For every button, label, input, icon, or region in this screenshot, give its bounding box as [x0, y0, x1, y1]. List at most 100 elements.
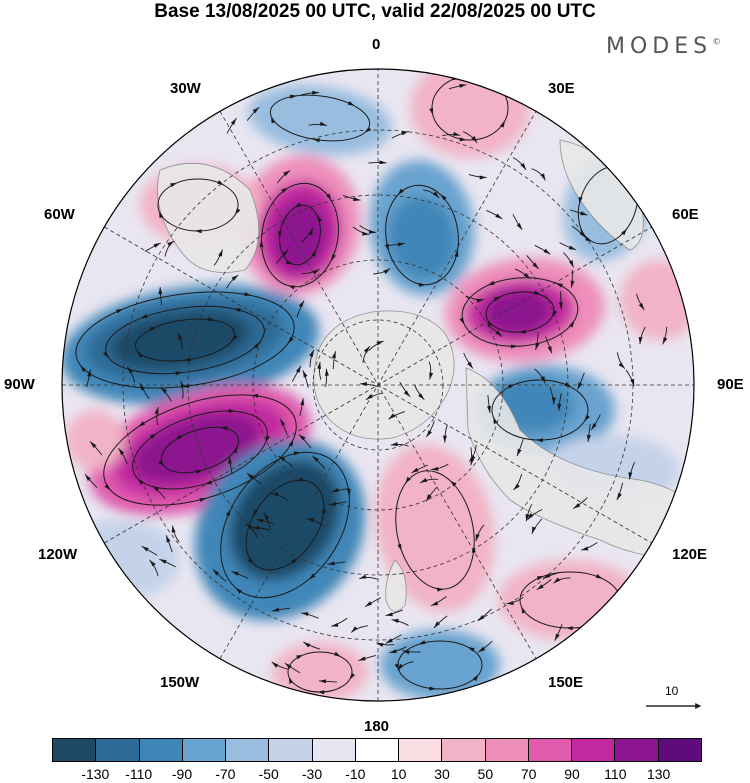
flow-arrow: [487, 319, 493, 327]
flow-arrow: [281, 249, 289, 257]
flow-arrow: [568, 260, 574, 268]
flow-arrow: [347, 100, 355, 107]
flow-arrow: [212, 569, 220, 576]
flow-arrow: [331, 622, 339, 627]
flow-arrow: [459, 83, 467, 88]
flow-arrow: [540, 173, 546, 181]
colorbar-swatch: [53, 739, 97, 761]
flow-arrow: [294, 202, 302, 208]
flow-arrow: [317, 690, 325, 695]
flow-arrow: [493, 296, 502, 302]
flow-arrow: [662, 337, 668, 345]
flow-arrow: [244, 292, 252, 297]
colorbar-swatch: [226, 739, 270, 761]
flow-arrow: [259, 240, 264, 248]
flow-arrow: [247, 558, 255, 565]
flow-arrow: [536, 584, 544, 590]
flow-arrow: [570, 280, 575, 288]
flow-arrow: [228, 456, 233, 464]
flow-arrow: [551, 309, 558, 318]
anomaly-patch: [272, 642, 368, 701]
flow-arrow: [252, 509, 258, 517]
flow-arrow: [429, 372, 434, 380]
flow-arrow: [402, 650, 410, 655]
colorbar-tick-label: 130: [646, 766, 671, 782]
flow-arrow: [471, 136, 478, 143]
flow-arrow: [287, 285, 296, 290]
flow-arrow: [253, 342, 260, 349]
flow-arrow: [379, 160, 387, 165]
colorbar-swatch: [269, 739, 313, 761]
flow-arrow: [281, 187, 289, 193]
flow-arrow: [495, 213, 503, 219]
flow-arrow: [453, 131, 461, 136]
colorbar-swatch: [572, 739, 616, 761]
colorbar-swatch: [485, 739, 529, 761]
flow-arrow: [487, 280, 495, 286]
lon-label-120e: 120E: [672, 546, 708, 563]
flow-arrow: [431, 466, 439, 471]
flow-arrow: [138, 421, 146, 427]
flow-arrow: [442, 435, 447, 443]
flow-arrow: [303, 642, 311, 648]
flow-arrow: [278, 456, 286, 462]
lon-label-90e: 90E: [717, 376, 744, 393]
flow-arrow: [394, 663, 400, 671]
flow-arrow: [251, 393, 259, 398]
flow-arrow: [118, 448, 125, 456]
streamline-loop: [461, 277, 579, 347]
colorbar-tick-label: -130: [81, 766, 110, 782]
anomaly-patch: [110, 310, 250, 370]
lon-label-120w: 120W: [38, 546, 78, 563]
flow-arrow: [557, 403, 562, 411]
flow-arrow: [295, 365, 301, 373]
flow-arrow: [322, 506, 327, 514]
flow-arrow: [536, 576, 545, 581]
flow-arrow: [388, 413, 396, 420]
flow-arrow: [159, 559, 167, 564]
flow-arrow: [397, 242, 405, 247]
flow-arrow: [628, 472, 633, 480]
flow-arrow: [403, 390, 411, 397]
flow-arrow: [432, 191, 440, 198]
flow-arrow: [298, 434, 306, 441]
flow-arrow: [149, 326, 158, 332]
lon-label-180: 180: [364, 718, 390, 735]
map-border: [61, 68, 695, 702]
flow-arrow: [431, 601, 439, 606]
flow-arrow: [141, 546, 149, 552]
flow-arrow: [553, 577, 561, 584]
flow-arrow: [564, 382, 572, 388]
flow-arrow: [359, 381, 367, 386]
flow-arrow: [351, 626, 358, 633]
flow-arrow: [208, 317, 216, 322]
streamline-loop: [245, 479, 325, 571]
flow-arrow: [520, 162, 527, 170]
flow-arrow: [418, 640, 426, 645]
copyright-mark: ©: [712, 37, 722, 48]
colorbar-swatch: [139, 739, 183, 761]
flow-arrow: [376, 642, 384, 648]
flow-arrow: [638, 303, 645, 310]
flow-arrow: [454, 249, 459, 257]
flow-arrow: [217, 180, 225, 186]
flow-arrow: [271, 492, 279, 497]
flow-arrow: [493, 416, 498, 425]
flow-arrow: [383, 268, 391, 275]
flow-arrow: [319, 121, 327, 126]
anomaly-patch: [273, 199, 327, 271]
flow-arrow: [312, 455, 319, 462]
flow-arrow: [246, 473, 254, 480]
colorbar-tick-label: -50: [258, 766, 279, 782]
flow-arrow: [365, 601, 373, 607]
flow-arrow: [364, 126, 372, 133]
flow-arrow: [510, 344, 518, 349]
flow-arrow: [284, 663, 292, 669]
flow-arrow: [312, 138, 320, 143]
flow-arrow: [471, 545, 476, 553]
flow-arrow: [494, 83, 502, 90]
flow-arrow: [331, 351, 336, 359]
streamline-loop: [395, 470, 475, 590]
lon-label-150w: 150W: [160, 674, 200, 691]
flow-arrow: [140, 383, 145, 391]
